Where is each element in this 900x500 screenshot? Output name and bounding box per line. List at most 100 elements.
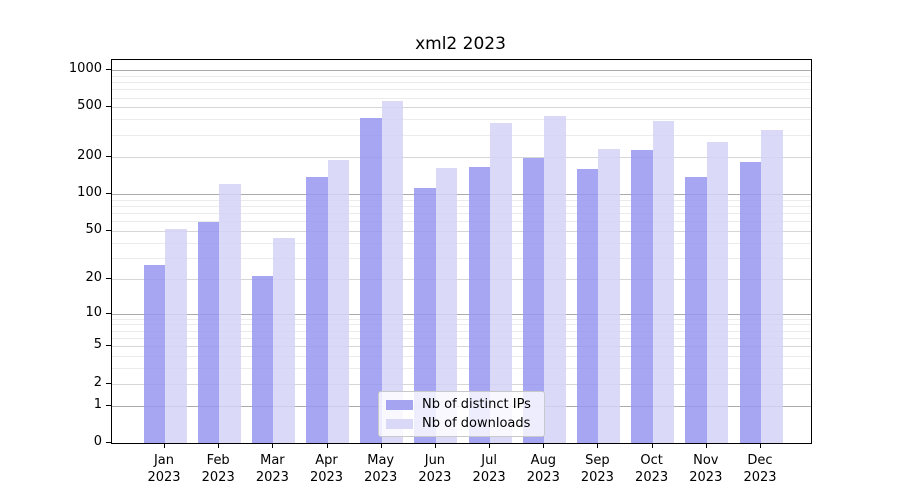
gridline-30 bbox=[112, 257, 811, 259]
x-tick-year-oct: 2023 bbox=[635, 470, 669, 485]
bar-ips-jan bbox=[143, 265, 165, 443]
gridline-600 bbox=[112, 97, 811, 99]
x-tick-label-sep: Sep 2023 bbox=[565, 452, 629, 486]
bar-downloads-apr bbox=[327, 159, 349, 443]
gridline-500 bbox=[112, 107, 811, 109]
bar-downloads-jan bbox=[165, 228, 187, 443]
x-tick-label-jun: Jun 2023 bbox=[403, 452, 467, 486]
gridline-10 bbox=[112, 313, 811, 315]
gridline-9 bbox=[112, 318, 811, 320]
gridline-8 bbox=[112, 324, 811, 326]
y-tick-mark-10 bbox=[106, 312, 111, 314]
gridline-70 bbox=[112, 212, 811, 214]
x-tick-mark-sep bbox=[597, 443, 599, 448]
y-tick-label-20: 20 bbox=[85, 269, 102, 285]
gridline-20 bbox=[112, 278, 811, 280]
y-tick-label-5: 5 bbox=[93, 337, 102, 353]
gridline-300 bbox=[112, 134, 811, 136]
gridline-80 bbox=[112, 205, 811, 207]
y-tick-label-10: 10 bbox=[85, 304, 102, 320]
x-tick-label-aug: Aug 2023 bbox=[511, 452, 575, 486]
bar-downloads-nov bbox=[706, 142, 729, 443]
x-tick-label-apr: Apr 2023 bbox=[295, 452, 359, 486]
x-tick-label-oct: Oct 2023 bbox=[620, 452, 684, 486]
y-tick-mark-200 bbox=[106, 155, 111, 157]
y-tick-mark-1 bbox=[106, 404, 111, 406]
x-tick-label-dec: Dec 2023 bbox=[728, 452, 792, 486]
x-tick-mark-jul bbox=[489, 443, 491, 448]
bar-downloads-dec bbox=[761, 129, 783, 443]
x-tick-mark-aug bbox=[543, 443, 545, 448]
y-tick-label-50: 50 bbox=[85, 221, 102, 237]
gridline-200 bbox=[112, 156, 811, 158]
y-tick-mark-100 bbox=[106, 192, 111, 194]
legend-label-downloads: Nb of downloads bbox=[422, 416, 531, 431]
x-tick-mark-feb bbox=[218, 443, 220, 448]
bar-ips-jun bbox=[414, 187, 436, 443]
x-tick-year-nov: 2023 bbox=[689, 470, 723, 485]
y-tick-mark-2 bbox=[106, 382, 111, 384]
bar-ips-may bbox=[360, 117, 382, 443]
x-tick-label-feb: Feb 2023 bbox=[186, 452, 250, 486]
bar-ips-mar bbox=[251, 276, 274, 443]
bar-ips-nov bbox=[685, 177, 707, 443]
gridline-3 bbox=[112, 368, 811, 370]
x-tick-mark-jan bbox=[164, 443, 165, 448]
x-tick-year-may: 2023 bbox=[364, 470, 398, 485]
gridline-50 bbox=[112, 230, 811, 232]
x-tick-year-apr: 2023 bbox=[309, 470, 344, 485]
gridline-2 bbox=[112, 383, 811, 385]
x-tick-year-mar: 2023 bbox=[255, 470, 289, 485]
gridline-100 bbox=[112, 193, 811, 195]
gridline-7 bbox=[112, 330, 811, 332]
bar-ips-aug bbox=[522, 158, 545, 443]
legend: Nb of distinct IPs Nb of downloads bbox=[378, 391, 545, 437]
bar-downloads-aug bbox=[544, 115, 566, 443]
bar-downloads-sep bbox=[598, 149, 620, 443]
x-tick-label-may: May 2023 bbox=[349, 452, 413, 486]
x-tick-year-jul: 2023 bbox=[472, 470, 506, 485]
x-tick-year-aug: 2023 bbox=[526, 470, 560, 485]
gridline-400 bbox=[112, 119, 811, 121]
legend-label-distinct-ips: Nb of distinct IPs bbox=[422, 397, 531, 412]
x-tick-year-sep: 2023 bbox=[580, 470, 614, 485]
bar-downloads-jun bbox=[435, 168, 458, 443]
y-tick-mark-20 bbox=[106, 277, 111, 279]
y-tick-label-100: 100 bbox=[77, 184, 102, 200]
bar-downloads-mar bbox=[273, 237, 295, 443]
gridline-4 bbox=[112, 356, 811, 358]
x-tick-label-jul: Jul 2023 bbox=[457, 452, 521, 486]
x-tick-mark-may bbox=[380, 443, 382, 448]
y-tick-mark-0 bbox=[106, 442, 111, 443]
y-tick-mark-50 bbox=[106, 229, 111, 231]
bar-ips-jul bbox=[468, 166, 491, 443]
y-tick-mark-5 bbox=[106, 345, 111, 347]
x-tick-label-mar: Mar 2023 bbox=[240, 452, 304, 486]
bar-ips-feb bbox=[197, 222, 220, 443]
bar-ips-sep bbox=[576, 169, 599, 443]
y-tick-mark-1000 bbox=[106, 69, 111, 71]
gridline-90 bbox=[112, 199, 811, 201]
gridline-40 bbox=[112, 242, 811, 244]
x-tick-year-jan: 2023 bbox=[147, 470, 181, 485]
y-tick-label-200: 200 bbox=[77, 147, 102, 163]
bar-downloads-jul bbox=[490, 123, 512, 443]
y-tick-label-1000: 1000 bbox=[68, 61, 102, 77]
x-tick-mark-dec bbox=[760, 443, 761, 448]
legend-swatch-downloads bbox=[386, 418, 413, 429]
y-tick-label-500: 500 bbox=[77, 98, 102, 114]
x-tick-mark-nov bbox=[705, 443, 707, 448]
gridline-800 bbox=[112, 82, 811, 84]
x-tick-label-nov: Nov 2023 bbox=[674, 452, 738, 486]
legend-item-downloads: Nb of downloads bbox=[386, 416, 544, 431]
y-tick-label-1: 1 bbox=[93, 396, 102, 412]
bar-downloads-oct bbox=[652, 120, 675, 443]
x-tick-mark-apr bbox=[326, 443, 328, 448]
bar-ips-dec bbox=[739, 162, 761, 443]
plot-area bbox=[111, 59, 812, 444]
x-tick-year-dec: 2023 bbox=[743, 470, 777, 485]
y-tick-label-2: 2 bbox=[93, 374, 102, 390]
gridline-1000 bbox=[112, 70, 811, 72]
y-tick-mark-500 bbox=[106, 106, 111, 108]
